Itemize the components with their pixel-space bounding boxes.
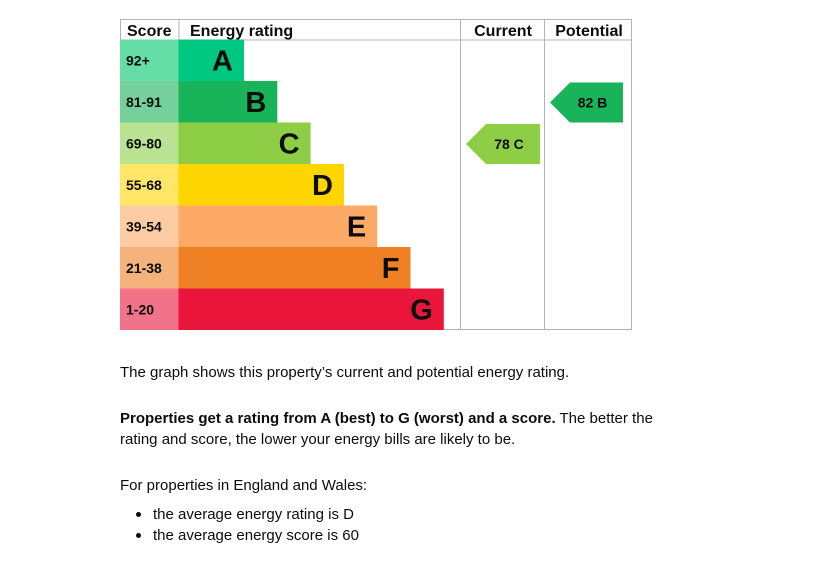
rating-explanation-rest: The better the rating and score, the low… (120, 410, 653, 448)
score-label-f: 21-38 (126, 260, 162, 276)
rating-letter-f: F (382, 253, 400, 285)
score-cell-e (120, 205, 179, 247)
average-rating-item: the average energy rating is D (120, 504, 680, 525)
current-rating-arrow (466, 124, 540, 164)
score-label-c: 69-80 (126, 135, 162, 151)
score-cell-a (120, 39, 179, 81)
rating-bar-g (178, 288, 444, 330)
rating-letter-d: D (312, 170, 333, 202)
rating-markers: 78 C 82 B (466, 82, 623, 164)
rating-bands: 92+ A 81-91 B 69-80 C 55-68 D 39-54 E 21-38 F 1-20 G (120, 39, 444, 330)
score-cell-c (120, 122, 179, 164)
averages-list: the average energy rating is D the avera… (120, 504, 680, 546)
rating-letter-g: G (410, 294, 433, 326)
score-label-b: 81-91 (126, 94, 162, 110)
rating-bar-b (178, 81, 278, 123)
chart-headers: Score Energy rating Current Potential (127, 23, 623, 40)
rating-letter-a: A (212, 45, 233, 77)
average-score-item: the average energy score is 60 (120, 525, 680, 546)
score-label-e: 39-54 (126, 218, 162, 234)
current-rating-label: 78 C (494, 136, 524, 152)
score-cell-d (120, 164, 179, 206)
header-potential: Potential (555, 23, 623, 40)
rating-explanation-paragraph: Properties get a rating from A (best) to… (120, 408, 680, 450)
score-label-d: 55-68 (126, 177, 162, 193)
rating-letter-c: C (279, 128, 300, 160)
epc-rating-chart: Score Energy rating Current Potential 92… (120, 19, 632, 330)
header-energy-rating: Energy rating (190, 23, 293, 40)
region-paragraph: For properties in England and Wales: (120, 477, 368, 494)
score-cell-b (120, 81, 179, 123)
rating-letter-e: E (347, 211, 366, 243)
explanation-text: The graph shows this property’s current … (120, 362, 680, 546)
header-current: Current (474, 23, 532, 40)
score-label-a: 92+ (126, 52, 150, 68)
score-label-g: 1-20 (126, 301, 154, 317)
intro-paragraph: The graph shows this property’s current … (120, 364, 570, 381)
rating-bar-f (178, 247, 411, 289)
rating-letter-b: B (245, 87, 266, 119)
potential-rating-label: 82 B (578, 95, 608, 111)
potential-rating-arrow (550, 82, 623, 123)
rating-bar-e (178, 205, 378, 247)
rating-explanation-bold: Properties get a rating from A (best) to… (120, 410, 556, 427)
header-score: Score (127, 23, 172, 40)
rating-bar-a (178, 39, 244, 81)
rating-bar-c (178, 122, 311, 164)
rating-bar-d (178, 164, 344, 206)
score-cell-g (120, 288, 179, 330)
score-cell-f (120, 247, 179, 289)
